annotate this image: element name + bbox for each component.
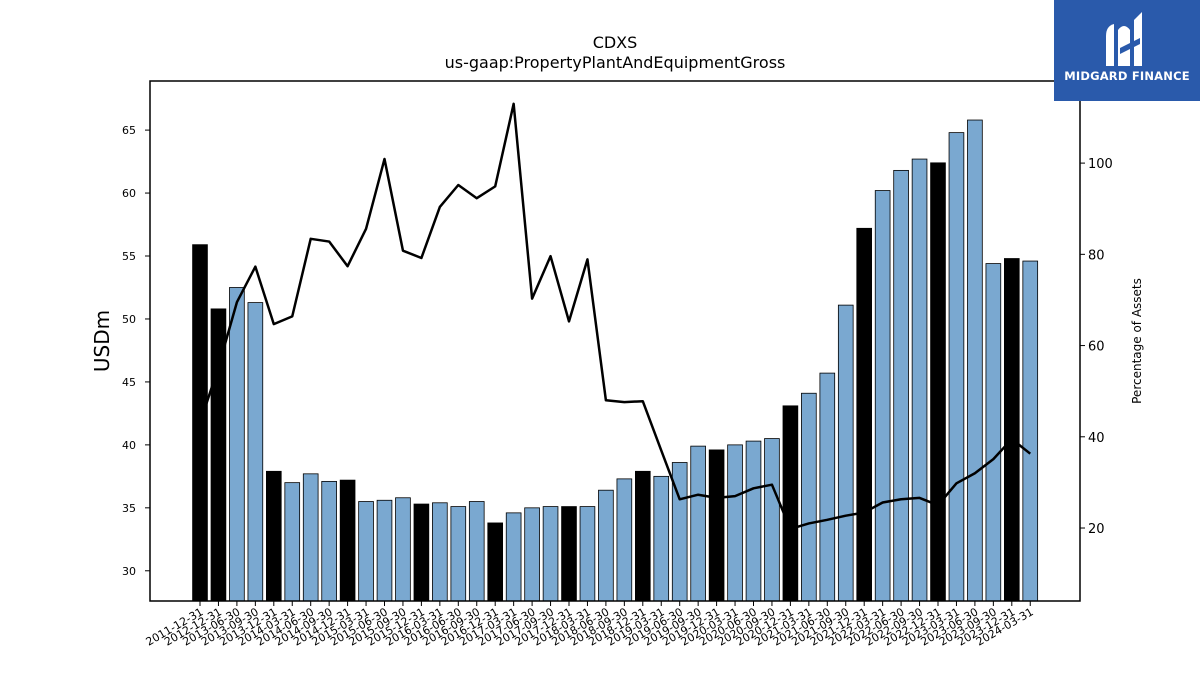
bar-series [192,119,1039,602]
bar [911,158,928,602]
bar [265,470,282,602]
y2-axis-label: Percentage of Assets [1130,278,1144,404]
plot-frame [149,80,1081,602]
x-axis: 2011-12-312012-12-312013-06-302013-09-30… [144,601,1036,649]
bar [524,507,540,602]
bar [930,162,946,602]
y-tick-label: 65 [122,124,136,137]
brand-logo: MIDGARD FINANCE [1054,0,1200,101]
bar [727,444,743,602]
bar [432,502,448,602]
bar [450,506,467,602]
bar [893,169,909,602]
right-axis: 20 40 60 80 100 [1080,157,1113,537]
bar [284,482,301,602]
y2-tick-label: 20 [1088,522,1105,537]
bar [690,445,706,602]
y-tick-label: 50 [122,313,136,326]
bar [561,506,577,602]
bar [358,501,374,602]
bar [247,302,264,602]
left-axis: 30 35 40 45 50 55 60 65 [122,124,150,578]
y2-tick-label: 40 [1088,431,1105,446]
y2-tick-label: 60 [1088,340,1105,355]
y-tick-label: 30 [122,565,136,578]
bar [635,470,651,602]
bar [505,512,522,602]
bar [339,479,356,602]
bar [801,392,817,602]
bar [764,438,780,602]
y-axis-label: USDm [90,310,114,372]
bar [487,522,503,602]
bar [745,440,762,602]
y-tick-label: 35 [122,502,136,515]
chart-subtitle: us-gaap:PropertyPlantAndEquipmentGross [445,53,786,72]
bar [653,475,670,602]
y-tick-label: 40 [122,439,136,452]
bar [598,489,614,602]
bar [782,405,799,602]
bar [413,503,430,602]
y2-tick-label: 100 [1088,157,1113,172]
chart-title: CDXS [593,33,638,52]
bar [985,263,1002,602]
bar [1004,258,1020,602]
bar [856,227,872,602]
logo-mark-icon [1106,12,1142,66]
bar [819,372,836,602]
bar [708,449,725,602]
bar [616,478,633,602]
bar [229,287,245,602]
bar [542,506,559,602]
bar [302,473,319,602]
y-tick-label: 60 [122,187,136,200]
bar [395,497,411,602]
bar [967,119,983,602]
logo-text: MIDGARD FINANCE [1064,69,1190,83]
line-series [198,102,1032,531]
y-tick-label: 55 [122,250,136,263]
bar [874,190,891,602]
y2-tick-label: 80 [1088,248,1105,263]
y-tick-label: 45 [122,376,136,389]
bar [837,304,854,602]
bar [468,501,485,602]
bar [1022,260,1039,602]
bar [376,499,393,602]
bar [321,480,337,602]
percentage-line [198,102,1032,531]
bar [579,506,596,602]
bar [948,132,965,602]
